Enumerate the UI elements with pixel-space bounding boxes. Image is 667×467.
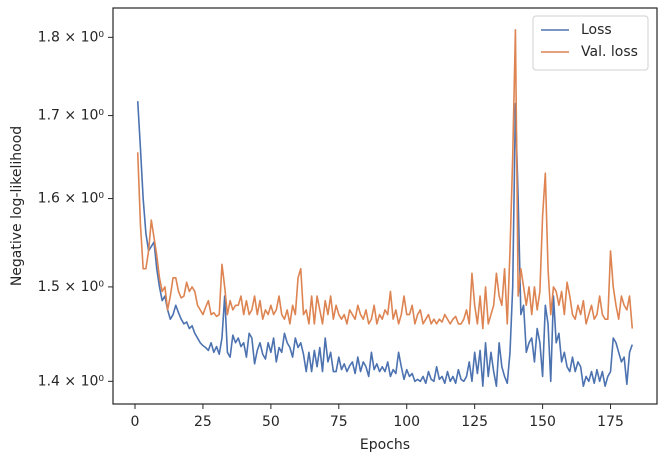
x-tick-label: 125 [461, 414, 488, 430]
y-tick-label: 1.6 × 10⁰ [38, 191, 105, 207]
y-tick-label: 1.8 × 10⁰ [38, 29, 105, 45]
line-series [136, 28, 634, 330]
line-series [136, 101, 634, 388]
plot-frame [112, 7, 658, 405]
legend-label: Loss [581, 22, 612, 38]
x-tick-label: 175 [597, 414, 624, 430]
x-tick-label: 75 [330, 414, 348, 430]
legend-label: Val. loss [581, 44, 638, 60]
y-tick-label: 1.7 × 10⁰ [38, 108, 105, 124]
x-tick-label: 50 [262, 414, 280, 430]
x-tick-label: 0 [131, 414, 140, 430]
x-tick-label: 25 [194, 414, 212, 430]
x-axis-label: Epochs [360, 437, 410, 453]
y-tick-label: 1.4 × 10⁰ [38, 373, 105, 389]
y-tick-label: 1.5 × 10⁰ [38, 279, 105, 295]
x-tick-label: 100 [393, 414, 420, 430]
y-axis-label: Negative log-likelihood [9, 126, 25, 286]
x-tick-label: 150 [529, 414, 556, 430]
